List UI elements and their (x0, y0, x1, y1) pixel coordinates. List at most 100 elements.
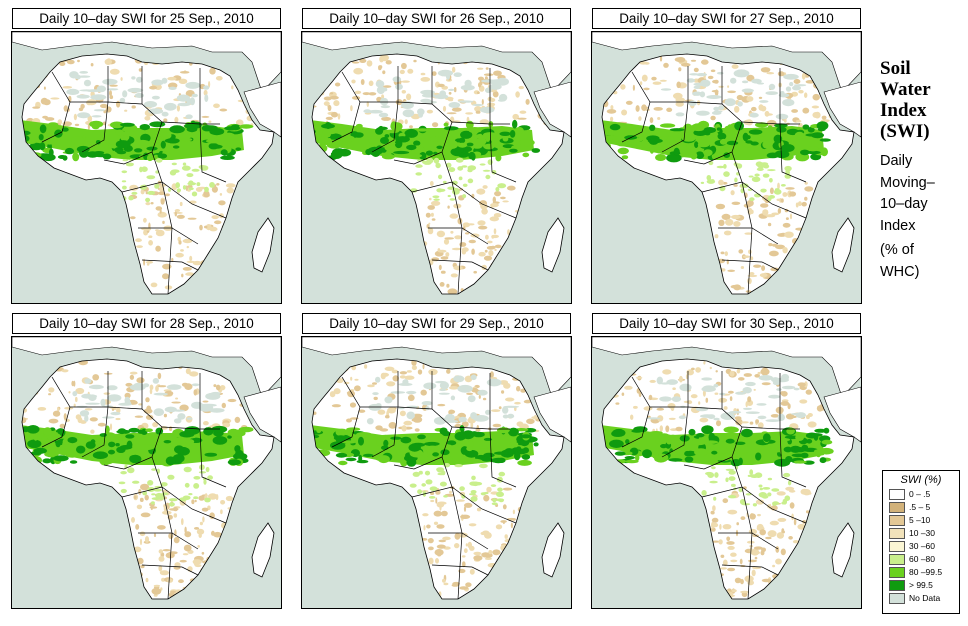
saturated-patch (483, 143, 495, 150)
dry-patch (609, 64, 613, 69)
saturated-patch (612, 428, 626, 437)
africa-map (11, 336, 282, 609)
dry-patch (781, 391, 788, 397)
no-data-patch (107, 394, 122, 402)
dry-patch (710, 510, 715, 515)
legend-item: 30 –60 (889, 540, 959, 553)
saturated-patch (773, 134, 783, 144)
dry-patch (709, 366, 712, 370)
country-border (331, 406, 361, 448)
dry-patch (784, 231, 794, 238)
saturated-patch (642, 449, 652, 459)
dry-patch (480, 531, 486, 536)
dry-patch (766, 72, 775, 75)
dry-patch (621, 392, 625, 396)
dry-patch (808, 273, 812, 278)
dry-patch (811, 105, 820, 109)
saturated-patch (185, 439, 195, 445)
dry-patch (723, 406, 728, 410)
dry-patch (167, 76, 177, 81)
dry-patch (446, 283, 450, 288)
moist-patch (471, 475, 476, 481)
dry-patch (502, 255, 510, 259)
saturated-patch (146, 154, 154, 162)
dry-patch (145, 414, 154, 420)
dry-patch (784, 583, 794, 586)
africa-landmass (312, 54, 564, 294)
saturated-patch (710, 446, 715, 450)
dry-patch (769, 520, 779, 526)
no-data-patch (127, 87, 143, 93)
no-data-patch (151, 79, 164, 86)
dry-patch (795, 227, 804, 231)
dry-patch (73, 403, 76, 408)
saturated-patch (90, 439, 96, 444)
moist-patch (461, 494, 466, 499)
moist-patch (723, 171, 730, 177)
dry-patch (444, 58, 451, 63)
dry-patch (776, 491, 786, 496)
no-data-patch (107, 88, 119, 91)
dry-patch (217, 584, 222, 590)
saturated-patch (516, 446, 521, 451)
saturated-patch (177, 438, 188, 444)
saturated-patch (481, 456, 492, 462)
moist-patch (739, 183, 749, 188)
saturated-patch (533, 442, 539, 447)
dry-patch (518, 85, 524, 90)
saturated-patch (93, 153, 109, 158)
dry-patch (635, 105, 640, 112)
no-data-patch (398, 382, 413, 386)
dry-patch (529, 389, 534, 392)
dry-patch (401, 425, 407, 432)
moist-patch (122, 159, 129, 162)
dry-patch (343, 381, 350, 385)
saturated-patch (110, 121, 124, 129)
dry-patch (777, 208, 782, 214)
dry-patch (433, 510, 442, 517)
dry-patch (437, 403, 446, 407)
country-border (701, 181, 807, 219)
dry-patch (84, 408, 93, 411)
map-panel-25-sep: Daily 10–day SWI for 25 Sep., 2010 (11, 8, 282, 304)
dry-patch (223, 550, 231, 558)
no-data-patch (81, 393, 93, 399)
dry-patch (428, 222, 431, 225)
dry-patch (746, 96, 754, 102)
dry-patch (481, 552, 490, 558)
moist-patch (428, 496, 436, 499)
dry-patch (206, 561, 213, 566)
dry-patch (140, 280, 143, 287)
dry-patch (630, 414, 634, 420)
moist-patch (182, 162, 187, 166)
country-border (457, 532, 463, 600)
no-data-patch (122, 90, 128, 98)
moist-patch (772, 502, 778, 506)
dry-patch (804, 181, 808, 185)
no-data-patch (795, 412, 806, 419)
dry-patch (226, 243, 229, 248)
dry-patch (461, 248, 467, 255)
country-border (371, 406, 399, 458)
dry-patch (37, 407, 47, 411)
country-border (741, 486, 753, 534)
dry-patch (145, 202, 151, 206)
no-data-patch (66, 88, 80, 95)
dry-patch (483, 494, 490, 502)
dry-patch (338, 364, 344, 368)
country-border (741, 181, 753, 229)
no-data-patch (437, 69, 453, 77)
dry-patch (155, 245, 161, 252)
dry-patch (716, 258, 726, 264)
no-data-patch (79, 410, 90, 417)
dry-patch (143, 258, 146, 266)
saturated-patch (136, 139, 150, 146)
dry-patch (489, 578, 499, 582)
dry-patch (659, 79, 667, 82)
dry-patch (155, 229, 165, 237)
dry-patch (435, 497, 438, 504)
dry-patch (185, 185, 188, 192)
map-panel-30-sep: Daily 10–day SWI for 30 Sep., 2010 (591, 313, 862, 609)
dry-patch (420, 72, 426, 76)
dry-patch (409, 125, 413, 129)
